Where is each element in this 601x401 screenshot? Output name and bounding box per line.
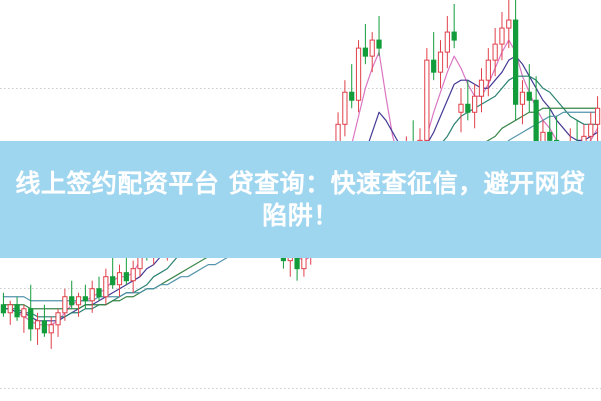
banner-line-1: 线上签约配资平台 贷查询：快速查征信，避开网贷: [15, 169, 586, 199]
banner-line-2: 陷阱！: [262, 200, 339, 230]
promo-text-banner: 线上签约配资平台 贷查询：快速查征信，避开网贷 陷阱！: [0, 141, 601, 258]
